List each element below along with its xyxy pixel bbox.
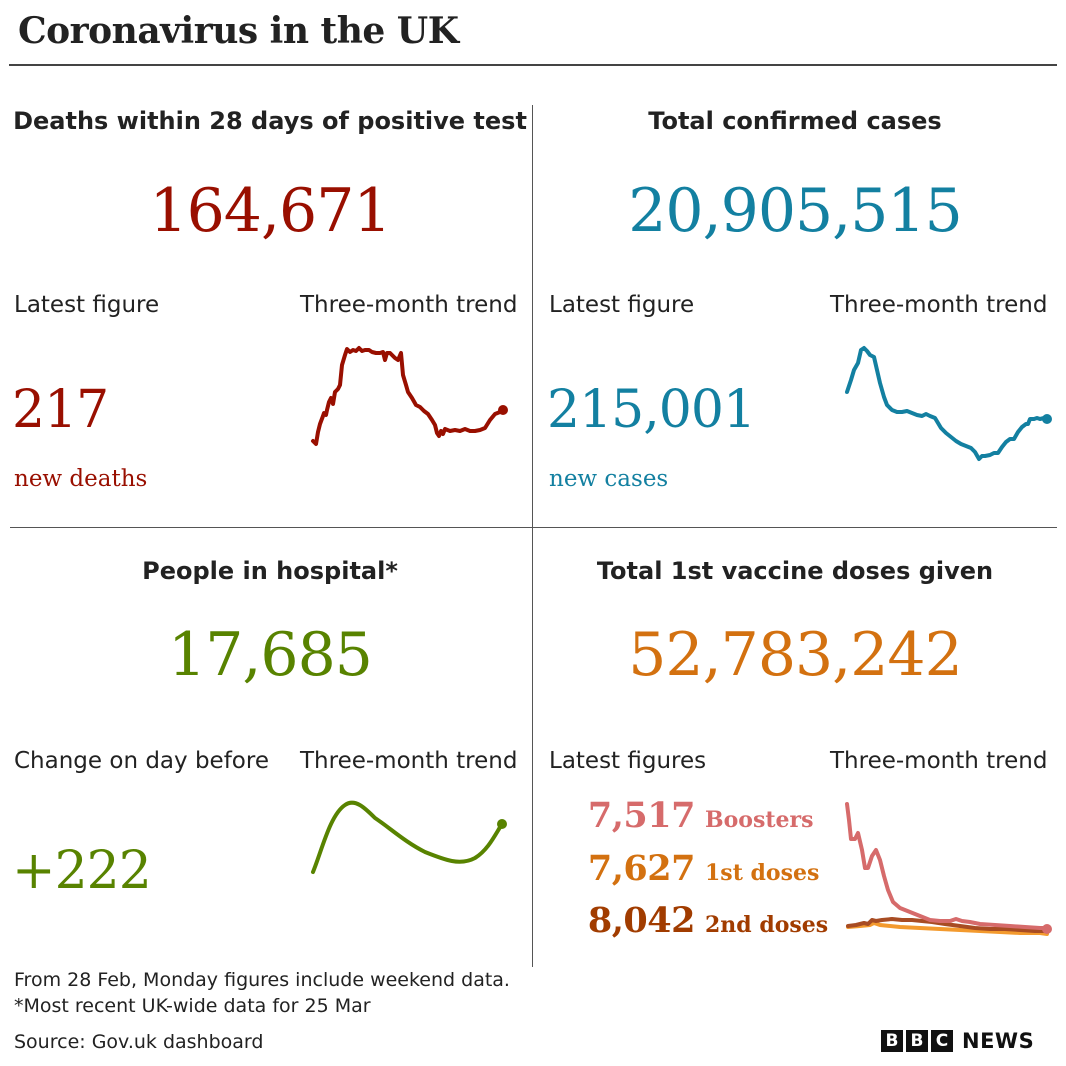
deaths-latest-unit: new deaths xyxy=(14,466,148,492)
cases-total: 20,905,515 xyxy=(628,176,963,246)
boosters-value: 7,517 xyxy=(587,795,696,836)
page-title: Coronavirus in the UK xyxy=(18,10,459,52)
footer-note-weekend: From 28 Feb, Monday figures include week… xyxy=(14,969,510,991)
vertical-divider xyxy=(532,105,533,967)
deaths-sparkline-endpoint xyxy=(498,405,508,415)
cases-latest-unit: new cases xyxy=(549,466,669,492)
deaths-latest-label: Latest figure xyxy=(14,292,160,318)
cases-sparkline-endpoint xyxy=(1042,414,1052,424)
vaccine-sparkline-endpoint xyxy=(1042,924,1052,934)
bbc-news-logo: B B C NEWS xyxy=(881,1029,1034,1053)
cases-trend-label: Three-month trend xyxy=(830,292,1048,318)
deaths-latest-value: 217 xyxy=(12,380,109,440)
hospital-title: People in hospital* xyxy=(142,557,398,585)
bbc-logo-letter-c: C xyxy=(931,1030,953,1052)
bbc-logo-letter-b1: B xyxy=(881,1030,903,1052)
vaccine-row-first-doses: 7,627 1st doses xyxy=(587,848,819,889)
hospital-latest-label: Change on day before xyxy=(14,748,269,774)
horizontal-divider xyxy=(10,527,1057,528)
hospital-trend-label: Three-month trend xyxy=(300,748,518,774)
bbc-logo-letter-b2: B xyxy=(906,1030,928,1052)
title-divider xyxy=(9,64,1057,66)
second-doses-value: 8,042 xyxy=(587,900,696,941)
cases-latest-label: Latest figure xyxy=(549,292,695,318)
cases-title: Total confirmed cases xyxy=(648,107,942,135)
vaccine-trend-label: Three-month trend xyxy=(830,748,1048,774)
first-doses-value: 7,627 xyxy=(587,848,696,889)
deaths-title: Deaths within 28 days of positive test xyxy=(13,107,527,135)
vaccine-total: 52,783,242 xyxy=(628,620,963,690)
vaccine-title: Total 1st vaccine doses given xyxy=(596,557,994,585)
hospital-latest-value: +222 xyxy=(12,841,152,901)
deaths-trend-label: Three-month trend xyxy=(300,292,518,318)
first-doses-label: 1st doses xyxy=(705,860,820,886)
vaccine-row-second-doses: 8,042 2nd doses xyxy=(587,900,828,941)
bbc-logo-news: NEWS xyxy=(962,1029,1035,1053)
cases-latest-value: 215,001 xyxy=(547,380,756,440)
vaccine-row-boosters: 7,517 Boosters xyxy=(587,795,814,836)
boosters-label: Boosters xyxy=(705,807,814,833)
hospital-sparkline-endpoint xyxy=(497,819,507,829)
second-doses-label: 2nd doses xyxy=(705,912,829,938)
footer-note-hospital: *Most recent UK-wide data for 25 Mar xyxy=(14,995,371,1017)
deaths-total: 164,671 xyxy=(149,176,391,246)
vaccine-latest-label: Latest figures xyxy=(549,748,707,774)
footer-source: Source: Gov.uk dashboard xyxy=(14,1031,264,1053)
hospital-total: 17,685 xyxy=(168,620,373,690)
